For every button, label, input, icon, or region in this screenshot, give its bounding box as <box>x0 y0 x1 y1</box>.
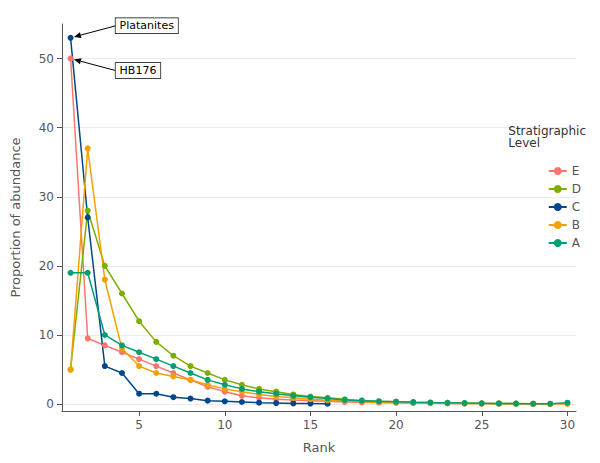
svg-text:20: 20 <box>39 259 54 273</box>
svg-text:B: B <box>572 218 580 232</box>
svg-text:15: 15 <box>303 418 318 432</box>
svg-text:0: 0 <box>46 397 54 411</box>
svg-text:40: 40 <box>39 121 54 135</box>
svg-text:30: 30 <box>39 190 54 204</box>
svg-text:E: E <box>572 164 580 178</box>
svg-text:C: C <box>572 200 580 214</box>
svg-text:5: 5 <box>135 418 143 432</box>
svg-text:Proportion of abundance: Proportion of abundance <box>8 137 23 297</box>
svg-text:HB176: HB176 <box>120 64 157 77</box>
svg-text:Stratigraphic: Stratigraphic <box>508 124 586 138</box>
svg-text:20: 20 <box>388 418 403 432</box>
svg-text:Platanites: Platanites <box>120 19 175 32</box>
svg-text:10: 10 <box>39 328 54 342</box>
svg-text:D: D <box>572 182 581 196</box>
svg-text:50: 50 <box>39 52 54 66</box>
svg-text:10: 10 <box>217 418 232 432</box>
svg-text:25: 25 <box>474 418 489 432</box>
svg-text:Rank: Rank <box>303 440 336 455</box>
svg-text:30: 30 <box>560 418 575 432</box>
svg-text:A: A <box>572 236 581 250</box>
svg-text:Level: Level <box>508 136 540 150</box>
